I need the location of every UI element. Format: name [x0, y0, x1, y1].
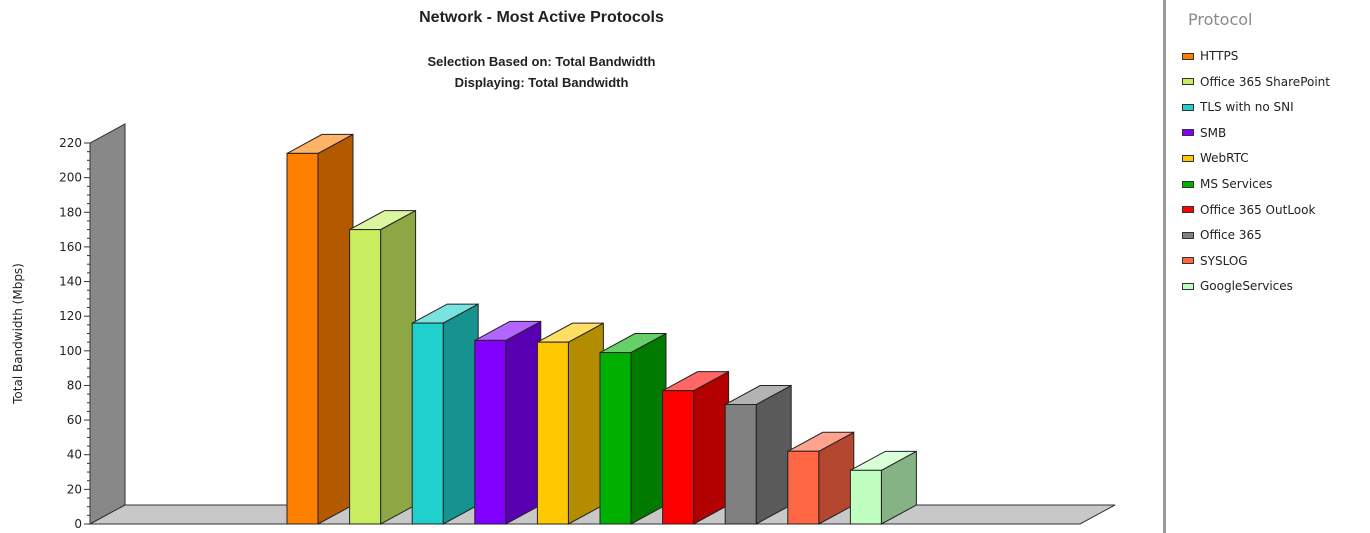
chart-area: Network - Most Active Protocols Selectio…	[11, 9, 1116, 531]
legend-label: TLS with no SNI	[1200, 100, 1294, 115]
bar-front	[662, 390, 695, 525]
bar-front	[849, 469, 882, 525]
bar-side	[755, 384, 792, 525]
bar-front	[536, 341, 569, 525]
legend-swatch	[1182, 154, 1194, 162]
bar-https	[286, 133, 354, 525]
y-tick-label: 120	[59, 309, 82, 323]
chart-subtitle-selection: Selection Based on: Total Bandwidth	[427, 54, 656, 69]
legend-item: Office 365 SharePoint	[1182, 73, 1330, 91]
legend-swatch	[1182, 78, 1194, 86]
bar-front	[474, 339, 507, 525]
y-tick-label: 200	[59, 171, 82, 185]
y-tick-label: 0	[74, 517, 82, 531]
bar-side	[317, 133, 354, 525]
legend-panel: Protocol HTTPS Office 365 SharePoint TLS w…	[1166, 0, 1370, 533]
legend-label: Office 365 OutLook	[1200, 202, 1316, 217]
bar-side	[380, 209, 417, 525]
legend-divider	[1163, 0, 1166, 533]
bar-front	[286, 152, 319, 525]
legend-swatch	[1182, 206, 1194, 214]
bar-side	[693, 370, 730, 525]
y-tick-label: 160	[59, 240, 82, 254]
legend-item: TLS with no SNI	[1182, 98, 1294, 116]
y-tick-label: 140	[59, 275, 82, 289]
legend-item: SYSLOG	[1182, 252, 1248, 270]
bar-googleservices	[849, 450, 917, 525]
y-tick-label: 80	[67, 378, 82, 392]
bar-front	[411, 322, 444, 525]
y-tick-label: 180	[59, 205, 82, 219]
bar-chart-plot: 0 20 40 60 80 100 120 140 160 180 200 220 Total Band…	[11, 123, 1116, 531]
legend-label: Office 365	[1200, 228, 1262, 243]
bars	[286, 133, 917, 525]
legend-item: WebRTC	[1182, 149, 1249, 167]
bar-webrtc	[536, 322, 604, 525]
y-tick-label: 40	[67, 448, 82, 462]
legend-item: HTTPS	[1182, 47, 1238, 65]
y-tick-label: 100	[59, 344, 82, 358]
bar-front	[599, 352, 632, 525]
legend-swatch	[1182, 180, 1194, 188]
legend-label: WebRTC	[1200, 151, 1249, 166]
bar-front	[349, 229, 382, 525]
bar-side	[442, 303, 479, 525]
bar-office-365-sharepoint	[349, 209, 417, 525]
bar-side	[630, 332, 667, 525]
chart-back-wall	[89, 123, 126, 525]
legend-label: HTTPS	[1200, 49, 1239, 63]
legend-item: MS Services	[1182, 175, 1272, 193]
legend-label: Office 365 SharePoint	[1200, 74, 1330, 89]
bar-front	[787, 450, 820, 525]
bar-side	[505, 320, 542, 525]
legend-label: GoogleServices	[1200, 279, 1293, 294]
legend-item: Office 365	[1182, 226, 1262, 244]
bar-office-365-outlook	[662, 370, 730, 525]
legend-title: Protocol	[1188, 10, 1253, 29]
y-tick-label: 220	[59, 136, 82, 150]
legend-label: SMB	[1200, 125, 1227, 140]
legend-item: SMB	[1182, 124, 1226, 142]
bar-front	[724, 404, 757, 525]
bar-tls-with-no-sni	[411, 303, 479, 525]
y-axis-label: Total Bandwidth (Mbps)	[11, 263, 25, 405]
y-tick-label: 60	[67, 413, 82, 427]
legend-item: GoogleServices	[1182, 277, 1293, 295]
legend-swatch	[1182, 129, 1194, 137]
legend-swatch	[1182, 52, 1194, 60]
legend-label: MS Services	[1200, 177, 1273, 191]
legend-label: SYSLOG	[1200, 253, 1248, 268]
legend-swatch	[1182, 231, 1194, 239]
legend-swatch	[1182, 282, 1194, 290]
bar-office-365	[724, 384, 792, 525]
legend-swatch	[1182, 103, 1194, 111]
bar-side	[567, 322, 604, 525]
legend-item: Office 365 OutLook	[1182, 201, 1315, 219]
y-axis: 0 20 40 60 80 100 120 140 160 180 200 220	[59, 136, 91, 531]
bar-ms-services	[599, 332, 667, 525]
legend-swatch	[1182, 257, 1194, 265]
y-tick-label: 20	[67, 482, 82, 496]
chart-subtitle-displaying: Displaying: Total Bandwidth	[454, 75, 629, 90]
bar-smb	[474, 320, 542, 525]
chart-title: Network - Most Active Protocols	[419, 9, 664, 26]
bar-syslog	[787, 431, 855, 525]
